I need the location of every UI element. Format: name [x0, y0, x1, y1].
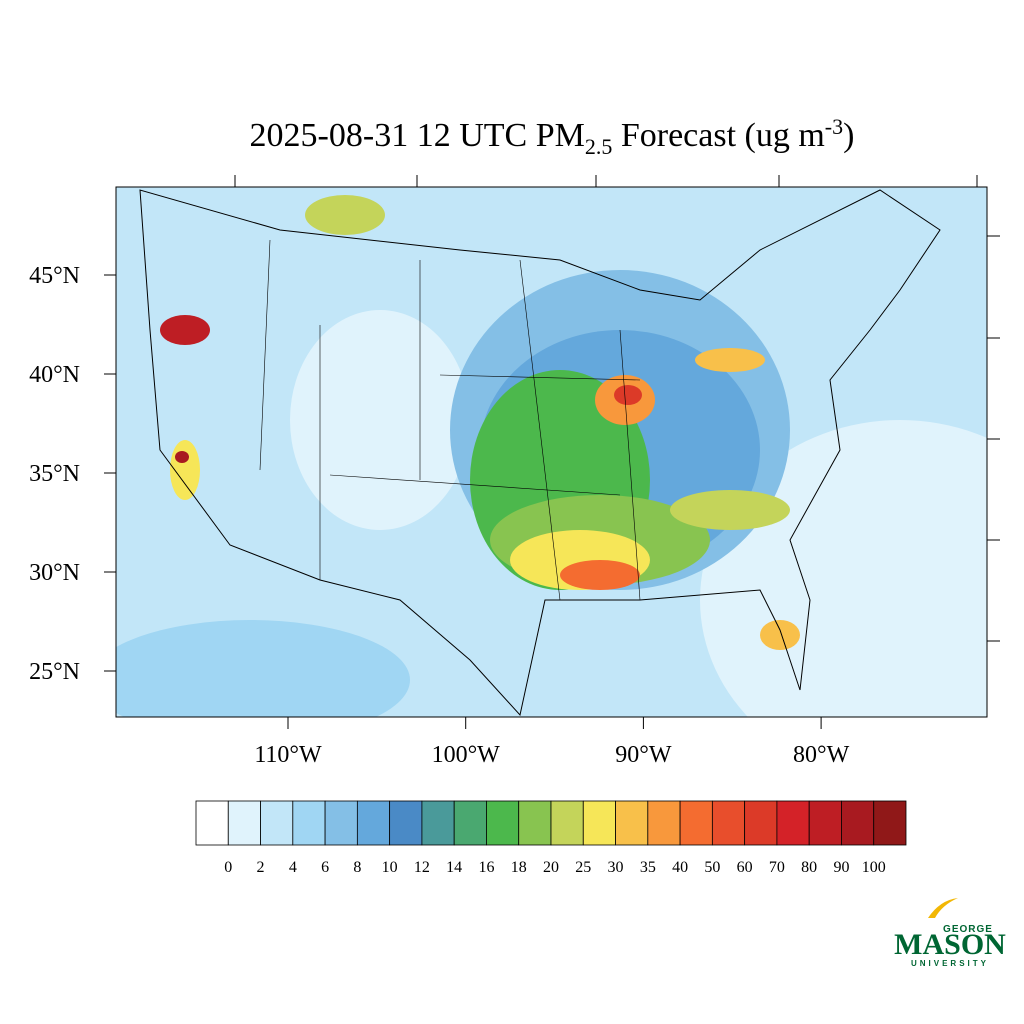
title-text: Forecast (ug m: [612, 117, 824, 154]
colorbar-box: [550, 800, 584, 846]
map-frame: [115, 186, 988, 718]
title-text: ): [843, 117, 854, 154]
colorbar-box: [260, 800, 294, 846]
frame-ticks: [234, 175, 1000, 642]
colorbar-box: [679, 800, 713, 846]
colorbar-box: [841, 800, 875, 846]
lat-label: 45°N: [29, 263, 80, 289]
colorbar-label: 6: [321, 859, 329, 876]
colorbar-label: 30: [608, 859, 624, 876]
colorbar-label: 10: [382, 859, 398, 876]
colorbar-label: 18: [511, 859, 527, 876]
colorbar-label: 0: [224, 859, 232, 876]
colorbar-label: 4: [289, 859, 297, 876]
logo-bottom: UNIVERSITY: [911, 959, 989, 968]
logo-main: MASON: [894, 928, 1006, 961]
map-field: [116, 187, 987, 717]
colorbar-label: 16: [478, 859, 494, 876]
lat-label: 35°N: [29, 461, 80, 487]
colorbar-box: [808, 800, 842, 846]
colorbar-box: [647, 800, 681, 846]
colorbar-box: [195, 800, 229, 846]
colorbar-box: [356, 800, 391, 846]
colorbar-box: [389, 800, 423, 846]
title-text: 2025-08-31 12 UTC PM: [250, 117, 585, 154]
lat-label: 40°N: [29, 362, 80, 388]
lon-label: 80°W: [793, 742, 850, 768]
colorbar-box: [744, 800, 778, 846]
colorbar-label: 90: [833, 859, 849, 876]
colorbar-box: [292, 800, 326, 846]
logo: GEORGE MASON UNIVERSITY: [894, 898, 1006, 968]
colorbar-box: [711, 800, 746, 846]
colorbar-box: [324, 800, 358, 846]
lat-label: 30°N: [29, 560, 80, 586]
title-sub: 2.5: [585, 134, 613, 159]
lat-label: 25°N: [29, 659, 80, 685]
colorbar-box: [776, 800, 810, 846]
colorbar-box: [518, 800, 552, 846]
title-sup: -3: [825, 114, 843, 139]
colorbar-box: [486, 800, 520, 846]
colorbar-box: [421, 800, 455, 846]
colorbar-box: [873, 800, 907, 846]
colorbar-label: 100: [862, 859, 886, 876]
colorbar-label: 8: [353, 859, 361, 876]
lon-label: 110°W: [254, 742, 322, 768]
colorbar-label: 12: [414, 859, 430, 876]
colorbar-label: 25: [575, 859, 591, 876]
colorbar-label: 2: [257, 859, 265, 876]
colorbar-label: 50: [704, 859, 720, 876]
colorbar-label: 14: [446, 859, 462, 876]
colorbar-box: [615, 800, 649, 846]
lon-label: 90°W: [615, 742, 672, 768]
colorbar-box: [453, 800, 487, 846]
colorbar-label: 70: [769, 859, 785, 876]
colorbar-box: [582, 800, 616, 846]
logo-top: GEORGE: [943, 924, 993, 935]
colorbar-label: 60: [737, 859, 753, 876]
colorbar-label: 40: [672, 859, 688, 876]
title: 2025-08-31 12 UTC PM2.5 Forecast (ug m-3…: [250, 114, 855, 159]
colorbar-label: 80: [801, 859, 817, 876]
colorbar-label: 20: [543, 859, 559, 876]
colorbar-box: [227, 800, 261, 846]
colorbar-label: 35: [640, 859, 656, 876]
lon-label: 100°W: [432, 742, 501, 768]
